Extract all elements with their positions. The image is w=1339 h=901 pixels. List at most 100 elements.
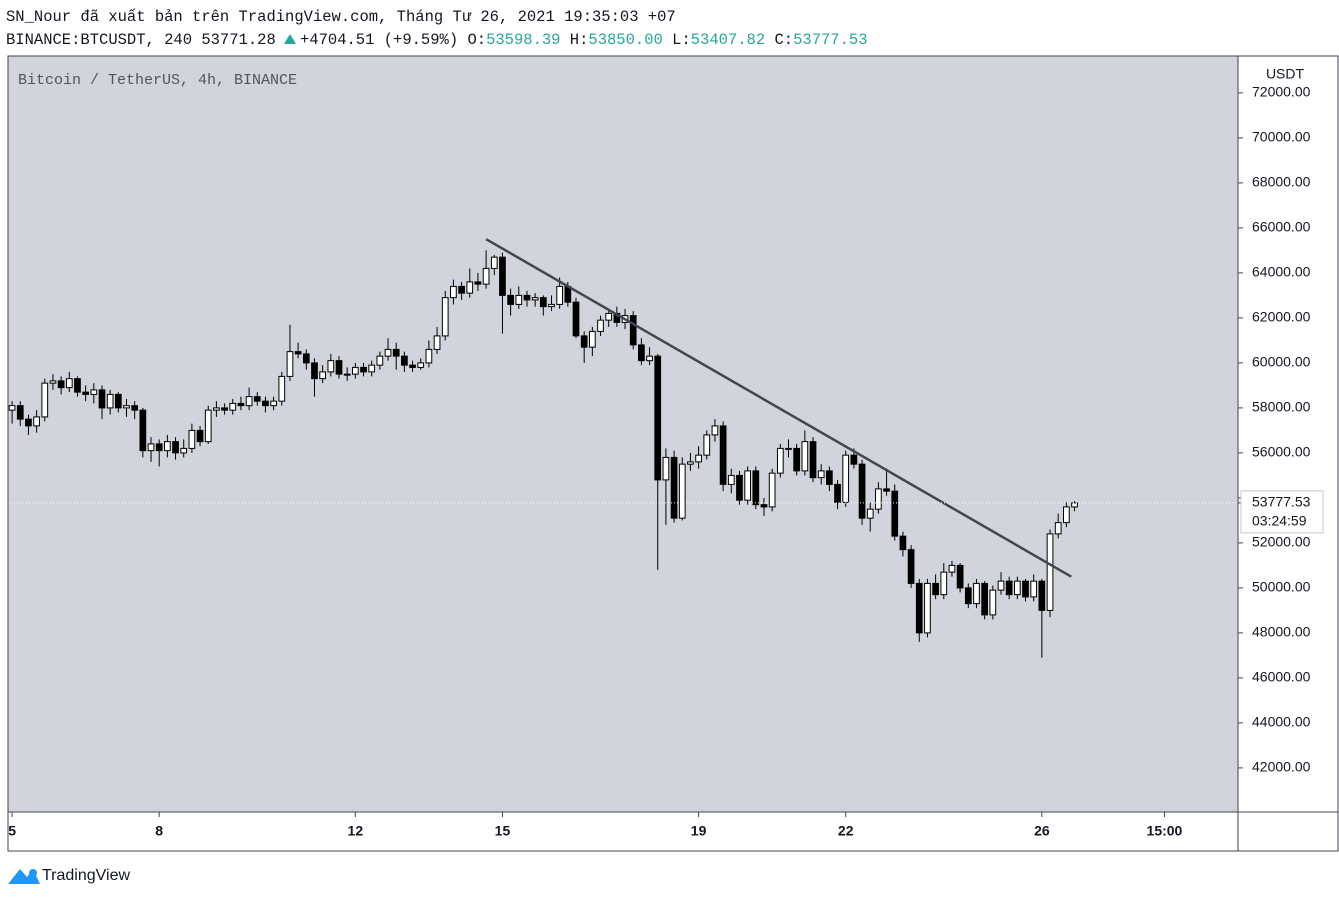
candle-body [33,416,40,427]
candle-body [204,409,212,443]
y-tick-label: 62000.00 [1252,309,1311,325]
candle-body [131,405,139,411]
x-tick-label: 8 [155,823,163,839]
candle-body [319,371,327,380]
candle-body [417,362,425,368]
candle-body [286,351,294,377]
candle-body [695,454,702,463]
last-price-label: 53777.53 [1252,494,1311,510]
candle-body [65,378,73,389]
h-label: H: [570,31,589,49]
candle-body [213,407,220,411]
candle-body [302,353,310,364]
candle-body [392,348,400,357]
c-value: 53777.53 [793,31,867,49]
candle-body [588,330,596,348]
candle-body [1046,533,1054,611]
candle-body [711,425,719,436]
candle-body [760,504,768,508]
candle-body [237,402,245,407]
candle-body [311,362,318,380]
candle-body [1054,522,1062,535]
candle-body [654,355,662,481]
plot-area [8,56,1238,812]
candle-body [172,441,179,454]
candle-body [580,335,588,348]
l-value: 53407.82 [691,31,765,49]
candle-body [548,303,555,308]
y-tick-label: 66000.00 [1252,219,1311,235]
candle-body [776,447,784,474]
candle-body [433,335,441,350]
candle-body [1005,580,1013,596]
candle-body [164,441,171,452]
candle-body [817,470,825,479]
candle-body [956,564,964,589]
candle-body [727,474,735,485]
candle-body [278,375,286,402]
candle-body [490,256,498,269]
x-tick-label: 5 [8,823,16,839]
candle-body [703,434,711,456]
candle-body [989,589,997,616]
candle-body [1038,580,1046,611]
candle-body [932,582,939,596]
x-tick-label: 12 [348,823,364,839]
candle-body [221,407,228,411]
y-tick-label: 56000.00 [1252,444,1311,460]
candle-body [629,315,637,346]
candle-body [57,380,65,389]
y-tick-label: 70000.00 [1252,129,1311,145]
candle-body [360,366,367,373]
x-tick-label: 15:00 [1147,823,1183,839]
candle-body [866,508,874,519]
candle-body [343,373,351,376]
candle-body [678,463,686,519]
marks [8,238,1238,658]
candle-body [539,297,547,308]
candle-body [351,366,359,375]
last-price-tag [1240,490,1324,534]
candle-body [1030,580,1038,598]
candle-body [180,447,188,454]
y-axis-label: USDT [1266,66,1305,82]
time-axis [8,812,1238,851]
candle-body [1063,506,1070,524]
chart-title: Bitcoin / TetherUS, 4h, BINANCE [18,72,297,89]
candle-body [687,461,694,465]
candle-body [335,360,343,375]
candle-body [482,267,490,285]
candle-body [401,355,408,366]
candle-body [899,535,907,551]
trendline [485,238,1072,578]
candle-body [188,429,196,449]
candle-body [16,405,24,420]
candle-body [253,396,261,402]
candle-body [515,294,523,305]
candle-body [736,474,743,501]
candle-body [106,393,114,409]
candle-body [229,402,237,411]
candle-body [270,400,277,407]
candle-body [1022,580,1029,598]
candle-body [646,355,653,362]
candle-body [752,470,760,506]
candle-body [474,281,482,285]
candle-body [90,389,98,395]
candle-body [572,301,580,337]
o-label: O: [467,31,486,49]
candle-body [948,564,956,573]
logo-icon [8,869,40,884]
y-tick-label: 60000.00 [1252,354,1311,370]
candle-body [441,297,449,337]
candle-body [245,396,253,407]
candle-body [98,389,106,409]
candle-body [376,355,384,366]
candle-body [294,351,302,355]
y-tick-label: 64000.00 [1252,264,1311,280]
frame [7,55,1339,852]
candle-body [1013,580,1021,596]
candle-body [891,490,899,537]
y-tick-label: 48000.00 [1252,624,1311,640]
